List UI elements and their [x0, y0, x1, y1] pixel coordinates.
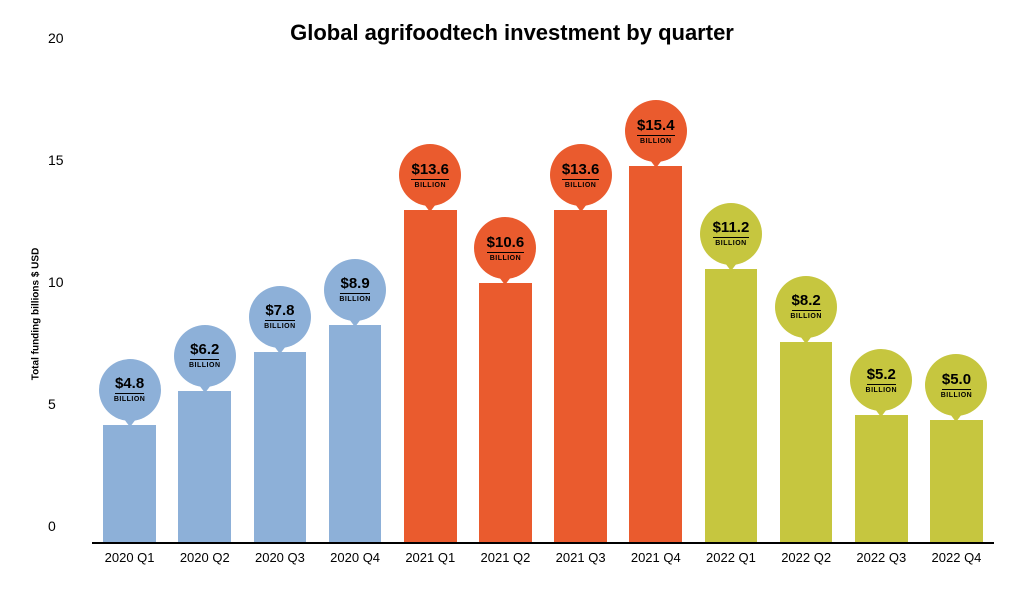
- bubble-unit: BILLION: [640, 138, 672, 145]
- x-tick-label: 2022 Q4: [919, 544, 994, 574]
- value-bubble: $13.6 BILLION: [550, 144, 612, 206]
- bar-cell: $6.2 BILLION: [167, 54, 242, 542]
- bar-cell: $13.6 BILLION: [543, 54, 618, 542]
- x-tick-label: 2022 Q3: [844, 544, 919, 574]
- bubble-value: $10.6: [487, 235, 525, 253]
- y-tick: 20: [48, 30, 64, 46]
- x-tick-label: 2022 Q1: [693, 544, 768, 574]
- bubble-unit: BILLION: [264, 323, 296, 330]
- bubble-unit: BILLION: [114, 396, 146, 403]
- value-bubble: $11.2 BILLION: [700, 203, 762, 265]
- bar: $11.2BILLION: [705, 269, 758, 542]
- bar: $8.9BILLION: [329, 325, 382, 542]
- x-axis-labels: 2020 Q12020 Q22020 Q32020 Q42021 Q12021 …: [92, 544, 994, 574]
- bar: $5.0BILLION: [930, 420, 983, 542]
- x-tick-label: 2021 Q4: [618, 544, 693, 574]
- chart-container: Global agrifoodtech investment by quarte…: [0, 0, 1024, 616]
- value-bubble: $6.2 BILLION: [174, 325, 236, 387]
- bar-cell: $7.8 BILLION: [242, 54, 317, 542]
- bar: $8.2BILLION: [780, 342, 833, 542]
- y-tick: 10: [48, 274, 64, 290]
- bubble-unit: BILLION: [790, 313, 822, 320]
- value-bubble: $8.9 BILLION: [324, 259, 386, 321]
- bar-cell: $5.0 BILLION: [919, 54, 994, 542]
- bars-group: $4.8 BILLION $6.2 BILLION $7.8 BILLION $8.9 BIL…: [92, 54, 994, 542]
- bubble-value: $5.2: [867, 367, 896, 385]
- bar: $10.6BILLION: [479, 283, 532, 542]
- bubble-value: $5.0: [942, 372, 971, 390]
- y-tick: 15: [48, 152, 64, 168]
- value-bubble: $10.6 BILLION: [474, 217, 536, 279]
- bar: $6.2BILLION: [178, 391, 231, 542]
- bar-cell: $4.8 BILLION: [92, 54, 167, 542]
- value-bubble: $4.8 BILLION: [99, 359, 161, 421]
- x-tick-label: 2020 Q4: [318, 544, 393, 574]
- bar-cell: $15.4 BILLION: [618, 54, 693, 542]
- x-tick-label: 2020 Q2: [167, 544, 242, 574]
- x-tick-label: 2021 Q1: [393, 544, 468, 574]
- bubble-unit: BILLION: [866, 387, 898, 394]
- value-bubble: $8.2 BILLION: [775, 276, 837, 338]
- bar: $7.8BILLION: [254, 352, 307, 542]
- value-bubble: $7.8 BILLION: [249, 286, 311, 348]
- bubble-unit: BILLION: [715, 240, 747, 247]
- bar: $15.4BILLION: [629, 166, 682, 542]
- bar-cell: $10.6 BILLION: [468, 54, 543, 542]
- bubble-value: $15.4: [637, 118, 675, 136]
- value-bubble: $5.0 BILLION: [925, 354, 987, 416]
- value-bubble: $15.4 BILLION: [625, 100, 687, 162]
- x-tick-label: 2021 Q3: [543, 544, 618, 574]
- value-bubble: $13.6 BILLION: [399, 144, 461, 206]
- plot-wrap: Total funding billions $ USD $4.8BILLION…: [92, 54, 994, 574]
- bar: $13.6BILLION: [554, 210, 607, 542]
- bar-cell: $8.2 BILLION: [769, 54, 844, 542]
- bubble-value: $13.6: [562, 162, 600, 180]
- bubble-unit: BILLION: [565, 182, 597, 189]
- x-tick-label: 2020 Q3: [242, 544, 317, 574]
- y-axis-label: Total funding billions $ USD: [31, 248, 42, 381]
- value-bubble: $5.2 BILLION: [850, 349, 912, 411]
- bar: $13.6BILLION: [404, 210, 457, 542]
- bubble-unit: BILLION: [415, 182, 447, 189]
- bubble-value: $11.2: [713, 220, 750, 238]
- bubble-value: $6.2: [190, 342, 219, 360]
- bar: $5.2BILLION: [855, 415, 908, 542]
- bar-cell: $13.6 BILLION: [393, 54, 468, 542]
- bubble-value: $13.6: [411, 162, 449, 180]
- bar-cell: $11.2 BILLION: [693, 54, 768, 542]
- bar-cell: $8.9 BILLION: [318, 54, 393, 542]
- bubble-value: $8.2: [792, 293, 821, 311]
- bar-cell: $5.2 BILLION: [844, 54, 919, 542]
- bubble-unit: BILLION: [490, 255, 522, 262]
- bubble-value: $4.8: [115, 376, 144, 394]
- bubble-value: $8.9: [340, 276, 369, 294]
- chart-title: Global agrifoodtech investment by quarte…: [20, 20, 1004, 46]
- x-tick-label: 2021 Q2: [468, 544, 543, 574]
- bubble-unit: BILLION: [339, 296, 371, 303]
- bubble-value: $7.8: [265, 303, 294, 321]
- bubble-unit: BILLION: [189, 362, 221, 369]
- x-tick-label: 2020 Q1: [92, 544, 167, 574]
- y-tick: 5: [48, 396, 56, 412]
- bar: $4.8BILLION: [103, 425, 156, 542]
- bubble-unit: BILLION: [941, 392, 973, 399]
- plot-area: $4.8 BILLION $6.2 BILLION $7.8 BILLION $8.9 BIL…: [92, 54, 994, 544]
- y-tick: 0: [48, 518, 56, 534]
- x-tick-label: 2022 Q2: [769, 544, 844, 574]
